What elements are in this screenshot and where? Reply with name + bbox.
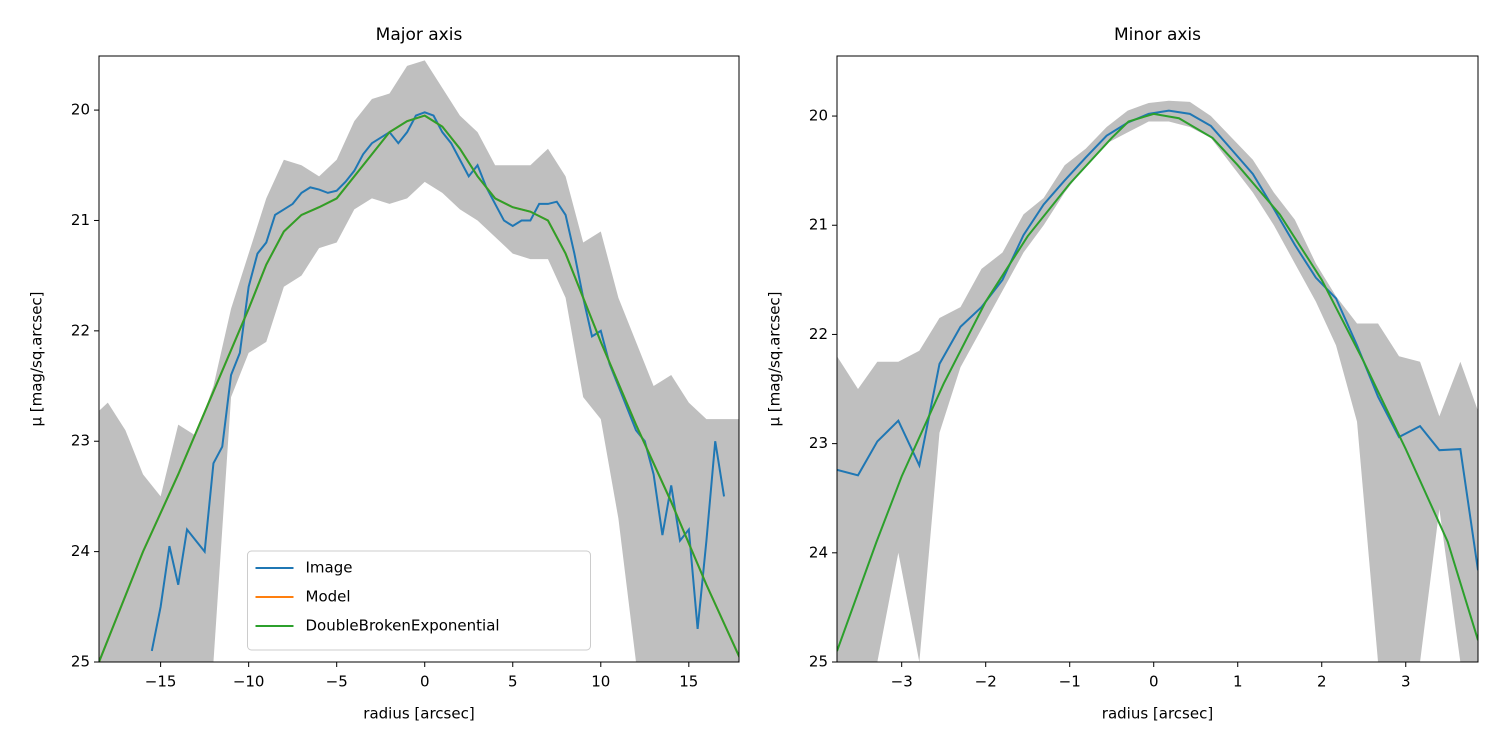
- axes-frame: [836, 55, 1479, 663]
- x-tick-label: 1: [1233, 673, 1243, 691]
- x-tick-label: 0: [1149, 673, 1159, 691]
- y-tick-label: 22: [71, 321, 90, 339]
- x-tick-label: 0: [420, 673, 430, 691]
- x-tick-label: −5: [326, 673, 348, 691]
- axes-frame: [98, 55, 740, 663]
- y-tick-label: 24: [71, 542, 90, 560]
- y-axis-label: μ [mag/sq.arcsec]: [28, 291, 46, 426]
- x-tick-label: −10: [233, 673, 265, 691]
- legend-label: Model: [306, 588, 351, 606]
- series-line: [837, 112, 1478, 652]
- x-axis-label: radius [arcsec]: [1102, 705, 1213, 723]
- y-tick-label: 20: [809, 107, 828, 125]
- y-tick-label: 20: [71, 101, 90, 119]
- legend-label: DoubleBrokenExponential: [306, 617, 500, 635]
- x-tick-label: 3: [1401, 673, 1411, 691]
- x-tick-label: −15: [145, 673, 177, 691]
- x-tick-label: 15: [679, 673, 698, 691]
- y-tick-label: 21: [809, 216, 828, 234]
- y-tick-label: 25: [71, 653, 90, 671]
- x-tick-label: 2: [1317, 673, 1327, 691]
- x-axis-label: radius [arcsec]: [363, 705, 474, 723]
- plot-area: [99, 60, 739, 662]
- y-axis-label: μ [mag/sq.arcsec]: [766, 291, 784, 426]
- y-tick-label: 25: [809, 653, 828, 671]
- y-tick-label: 24: [809, 543, 828, 561]
- x-tick-label: −1: [1059, 673, 1081, 691]
- chart-title: Major axis: [376, 25, 463, 45]
- legend-box: [247, 550, 591, 651]
- legend-label: Image: [306, 559, 353, 577]
- y-tick-label: 21: [71, 211, 90, 229]
- x-tick-label: −3: [891, 673, 913, 691]
- x-tick-label: 5: [508, 673, 518, 691]
- plot-area: [837, 100, 1478, 662]
- error-band: [837, 100, 1478, 662]
- y-tick-label: 23: [71, 432, 90, 450]
- y-tick-label: 22: [809, 325, 828, 343]
- x-tick-label: 10: [591, 673, 610, 691]
- chart-title: Minor axis: [1114, 25, 1201, 45]
- y-tick-label: 23: [809, 434, 828, 452]
- x-tick-label: −2: [975, 673, 997, 691]
- series-line: [837, 109, 1478, 571]
- series-line: [99, 114, 739, 662]
